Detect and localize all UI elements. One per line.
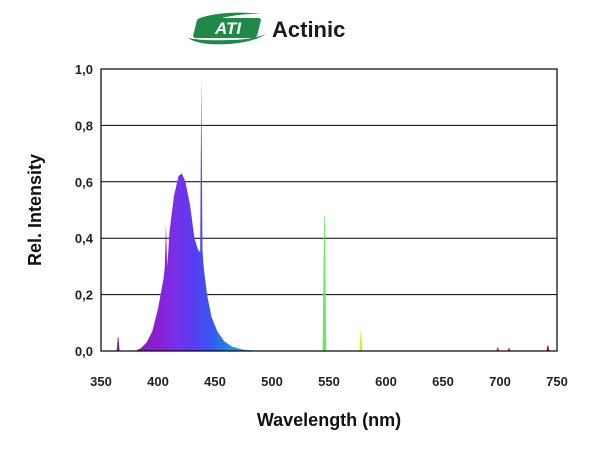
- x-tick-label: 400: [147, 374, 169, 389]
- spectrum-spike: [116, 336, 120, 352]
- x-tick-label: 550: [318, 374, 340, 389]
- y-axis-label: Rel. Intensity: [25, 154, 45, 266]
- spectrum-spike: [322, 215, 327, 352]
- x-tick-label: 450: [204, 374, 226, 389]
- x-tick-label: 650: [432, 374, 454, 389]
- spectrum-area-path: [135, 77, 267, 352]
- y-tick-label: 0,0: [75, 344, 93, 359]
- spectrum-spike: [546, 345, 550, 352]
- y-tick-label: 0,4: [75, 231, 94, 246]
- x-tick-label: 500: [261, 374, 283, 389]
- x-tick-label: 600: [375, 374, 397, 389]
- y-tick-label: 1,0: [75, 62, 93, 77]
- logo-badge: [193, 18, 261, 38]
- x-tick-label: 700: [489, 374, 511, 389]
- spectrum-spike: [359, 331, 363, 352]
- x-tick-labels: 350 400 450 500 550 600 650 700 750: [90, 374, 568, 389]
- x-tick-label: 350: [90, 374, 112, 389]
- spectrum-area: [135, 77, 267, 352]
- logo-text: ATI: [214, 19, 242, 38]
- y-tick-label: 0,2: [75, 288, 93, 303]
- x-axis-label: Wavelength (nm): [257, 410, 401, 430]
- plot-frame: [100, 68, 558, 352]
- logo-swoosh: [188, 34, 266, 45]
- x-tick-label: 750: [546, 374, 568, 389]
- ati-logo: ATI: [188, 12, 266, 45]
- y-tick-label: 0,6: [75, 175, 93, 190]
- logo-swoosh-top: [200, 12, 262, 19]
- chart-title: Actinic: [272, 17, 345, 42]
- y-tick-labels: 0,0 0,2 0,4 0,6 0,8 1,0: [75, 62, 94, 359]
- y-tick-label: 0,8: [75, 118, 93, 133]
